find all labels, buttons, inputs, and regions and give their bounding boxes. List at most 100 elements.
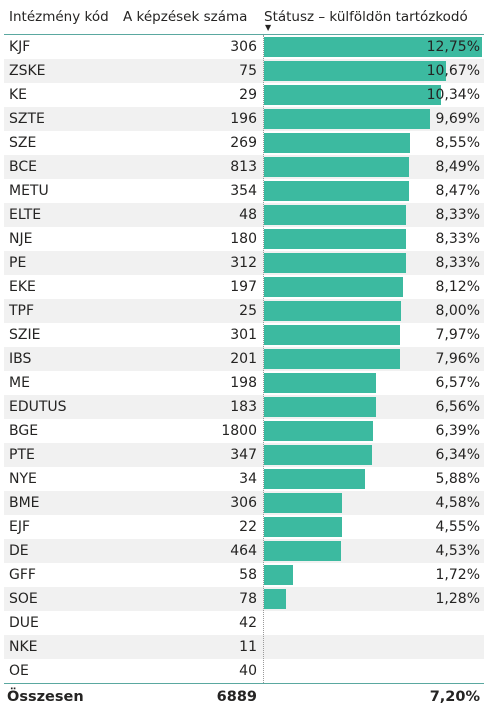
status-abroad-pct: 6,39% [435,423,480,439]
table-row[interactable]: IBS 201 7,96% [4,347,484,371]
table-row[interactable]: NYE 34 5,88% [4,467,484,491]
institution-code: DE [9,543,29,559]
table-row[interactable]: DE 464 4,53% [4,539,484,563]
data-bar [264,277,403,297]
status-abroad-pct: 8,00% [435,303,480,319]
status-abroad-pct: 4,58% [435,495,480,511]
status-abroad-pct: 10,67% [426,63,480,79]
table-row[interactable]: NJE 180 8,33% [4,227,484,251]
status-abroad-pct: 12,75% [426,39,480,55]
sort-descending-icon[interactable]: ▼ [265,23,272,32]
course-count: 354 [230,183,257,199]
course-count: 196 [230,111,257,127]
data-table: Intézmény kód A képzések száma Státusz –… [4,0,484,713]
table-row[interactable]: BME 306 4,58% [4,491,484,515]
table-row[interactable]: ZSKE 75 10,67% [4,59,484,83]
status-abroad-pct: 6,34% [435,447,480,463]
table-row[interactable]: ME 198 6,57% [4,371,484,395]
table-row[interactable]: GFF 58 1,72% [4,563,484,587]
data-bar [264,37,482,57]
data-bar [264,205,406,225]
header-code[interactable]: Intézmény kód [9,9,109,25]
status-abroad-pct: 1,28% [435,591,480,607]
table-row[interactable]: PE 312 8,33% [4,251,484,275]
table-row[interactable]: SOE 78 1,28% [4,587,484,611]
institution-code: METU [9,183,49,199]
table-row[interactable]: BGE 1800 6,39% [4,419,484,443]
institution-code: OE [9,663,29,679]
course-count: 198 [230,375,257,391]
course-count: 301 [230,327,257,343]
table-row[interactable]: SZE 269 8,55% [4,131,484,155]
data-bar [264,181,409,201]
table-row[interactable]: OE 40 [4,659,484,683]
institution-code: PE [9,255,27,271]
course-count: 197 [230,279,257,295]
table-row[interactable]: KJF 306 12,75% [4,35,484,59]
institution-code: BGE [9,423,39,439]
institution-code: EJF [9,519,31,535]
course-count: 22 [239,519,257,535]
institution-code: IBS [9,351,32,367]
table-row[interactable]: NKE 11 [4,635,484,659]
table-row[interactable]: PTE 347 6,34% [4,443,484,467]
status-abroad-pct: 7,96% [435,351,480,367]
institution-code: SZIE [9,327,41,343]
data-bar [264,397,376,417]
status-abroad-pct: 6,57% [435,375,480,391]
course-count: 1800 [221,423,257,439]
institution-code: KE [9,87,28,103]
course-count: 48 [239,207,257,223]
header-status-abroad[interactable]: Státusz – külföldön tartózkodó [264,9,468,25]
status-abroad-pct: 5,88% [435,471,480,487]
institution-code: EDUTUS [9,399,67,415]
table-row[interactable]: BCE 813 8,49% [4,155,484,179]
total-row: Összesen 6889 7,20% [4,683,484,714]
institution-code: NKE [9,639,38,655]
course-count: 11 [239,639,257,655]
status-abroad-pct: 8,49% [435,159,480,175]
data-bar [264,445,372,465]
table-row[interactable]: KE 29 10,34% [4,83,484,107]
course-count: 201 [230,351,257,367]
data-bar [264,109,430,129]
course-count: 306 [230,495,257,511]
table-row[interactable]: TPF 25 8,00% [4,299,484,323]
institution-code: SZTE [9,111,45,127]
total-count: 6889 [216,689,257,705]
header-count[interactable]: A képzések száma [123,9,248,25]
institution-code: TPF [9,303,35,319]
table-row[interactable]: EJF 22 4,55% [4,515,484,539]
data-bar [264,85,441,105]
course-count: 306 [230,39,257,55]
table-row[interactable]: DUE 42 [4,611,484,635]
institution-code: EKE [9,279,36,295]
table-row[interactable]: EKE 197 8,12% [4,275,484,299]
institution-code: DUE [9,615,39,631]
data-bar [264,517,342,537]
course-count: 58 [239,567,257,583]
table-row[interactable]: EDUTUS 183 6,56% [4,395,484,419]
institution-code: SOE [9,591,38,607]
status-abroad-pct: 8,33% [435,207,480,223]
status-abroad-pct: 4,53% [435,543,480,559]
data-bar [264,373,376,393]
data-bar [264,61,446,81]
institution-code: NYE [9,471,37,487]
institution-code: PTE [9,447,35,463]
course-count: 25 [239,303,257,319]
status-abroad-pct: 9,69% [435,111,480,127]
course-count: 312 [230,255,257,271]
table-row[interactable]: METU 354 8,47% [4,179,484,203]
table-row[interactable]: ELTE 48 8,33% [4,203,484,227]
data-bar [264,541,341,561]
course-count: 78 [239,591,257,607]
institution-code: SZE [9,135,37,151]
data-bar [264,469,365,489]
data-bar [264,349,400,369]
status-abroad-pct: 1,72% [435,567,480,583]
course-count: 183 [230,399,257,415]
status-abroad-pct: 8,33% [435,255,480,271]
table-row[interactable]: SZIE 301 7,97% [4,323,484,347]
table-row[interactable]: SZTE 196 9,69% [4,107,484,131]
